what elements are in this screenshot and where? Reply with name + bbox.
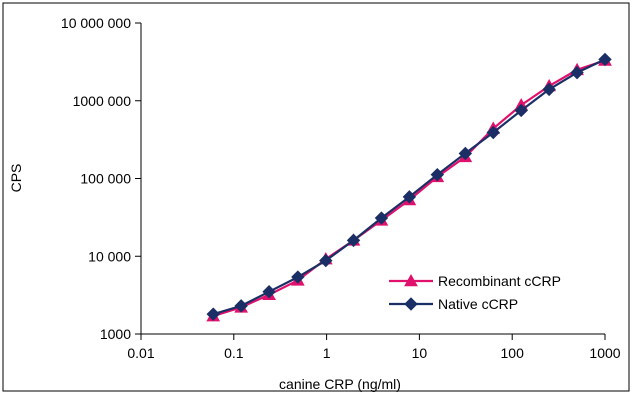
data-point: [570, 65, 584, 80]
data-point: [291, 270, 305, 284]
y-tick-label: 1000 000: [73, 93, 132, 109]
y-axis-label: CPS: [8, 164, 24, 193]
series-layer: [206, 52, 612, 322]
legend-marker: [404, 297, 418, 311]
data-point: [598, 52, 612, 67]
y-tick-label: 10 000 000: [61, 15, 131, 31]
data-point: [319, 253, 333, 268]
legend: Recombinant cCRP Native cCRP: [389, 273, 561, 312]
legend-label: Recombinant cCRP: [438, 273, 561, 289]
x-tick-label: 10: [412, 345, 428, 361]
data-point: [206, 307, 220, 321]
legend-marker: [404, 273, 418, 287]
data-point: [542, 82, 556, 97]
series-2: [206, 52, 612, 321]
y-tick-label: 1000: [100, 326, 131, 342]
data-point: [402, 190, 417, 204]
axes: 1000 10 000 100 000 1000 000 10 000 000 0.01 0…: [61, 15, 621, 361]
x-tick-label: 1000: [589, 345, 620, 361]
data-point: [374, 211, 389, 225]
data-point: [234, 299, 248, 313]
y-tick-label: 10 000: [88, 248, 131, 264]
x-tick-label: 0.1: [224, 345, 244, 361]
x-tick-label: 1: [323, 345, 331, 361]
legend-label: Native cCRP: [438, 296, 518, 312]
data-point: [486, 125, 500, 140]
x-axis-label: canine CRP (ng/ml): [279, 376, 401, 392]
y-tick-label: 100 000: [80, 171, 131, 187]
data-point: [458, 146, 473, 161]
data-point: [262, 284, 276, 299]
x-tick-label: 0.01: [127, 345, 154, 361]
plot-frame: [2, 2, 630, 392]
data-point: [514, 103, 528, 118]
data-point: [346, 233, 361, 248]
x-tick-label: 100: [501, 345, 525, 361]
data-point: [430, 167, 445, 182]
